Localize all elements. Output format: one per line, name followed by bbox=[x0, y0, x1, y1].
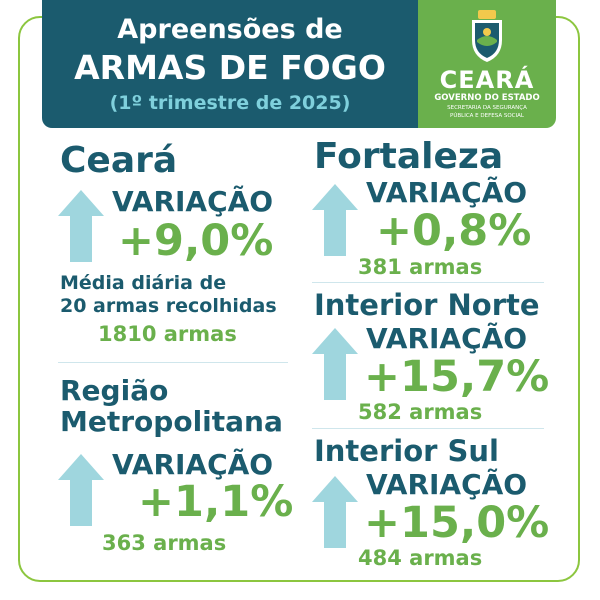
ceara-variation-label: VARIAÇÃO bbox=[112, 185, 274, 218]
fortaleza-variation-value: +0,8% bbox=[376, 206, 532, 256]
sul-arrow-up-icon bbox=[312, 476, 358, 548]
norte-variation-label: VARIAÇÃO bbox=[366, 322, 528, 355]
header-title: ARMAS DE FOGO bbox=[74, 48, 386, 87]
sul-total: 484 armas bbox=[358, 546, 483, 570]
ceara-government-logo: CEARÁ GOVERNO DO ESTADO SECRETARIA DA SE… bbox=[418, 0, 556, 128]
ceara-daily-note-1: Média diária de bbox=[60, 272, 227, 294]
fortaleza-variation-label: VARIAÇÃO bbox=[366, 176, 528, 209]
header-banner: Apreensões de ARMAS DE FOGO (1º trimestr… bbox=[42, 0, 418, 128]
ceara-arrow-up-icon bbox=[58, 190, 104, 262]
metro-title-1: Região bbox=[60, 374, 169, 407]
norte-arrow-up-icon bbox=[312, 328, 358, 400]
ceara-title: Ceará bbox=[60, 140, 178, 181]
metro-variation-value: +1,1% bbox=[138, 477, 294, 527]
logo-secretaria-line2: PÚBLICA E DEFESA SOCIAL bbox=[450, 113, 524, 119]
logo-name: CEARÁ bbox=[439, 66, 535, 94]
fortaleza-title: Fortaleza bbox=[314, 136, 504, 177]
right-divider-1 bbox=[312, 282, 544, 283]
ceara-daily-note-2: 20 armas recolhidas bbox=[60, 295, 277, 317]
ceara-variation-value: +9,0% bbox=[118, 216, 274, 266]
left-divider bbox=[58, 362, 288, 363]
logo-secretaria-line1: SECRETARIA DA SEGURANÇA bbox=[447, 105, 527, 111]
sul-variation-value: +15,0% bbox=[364, 498, 550, 548]
metro-arrow-up-icon bbox=[58, 454, 104, 526]
header-period: (1º trimestre de 2025) bbox=[109, 92, 351, 114]
fortaleza-arrow-up-icon bbox=[312, 184, 358, 256]
norte-variation-value: +15,7% bbox=[364, 352, 550, 402]
right-divider-2 bbox=[312, 428, 544, 429]
metro-variation-label: VARIAÇÃO bbox=[112, 448, 274, 481]
norte-total: 582 armas bbox=[358, 400, 483, 424]
norte-title: Interior Norte bbox=[314, 288, 540, 322]
metro-title-2: Metropolitana bbox=[60, 405, 283, 438]
fortaleza-total: 381 armas bbox=[358, 255, 483, 279]
sul-title: Interior Sul bbox=[314, 434, 500, 468]
metro-total: 363 armas bbox=[102, 531, 227, 555]
ceara-crest-icon bbox=[472, 10, 502, 62]
header-line-1: Apreensões de bbox=[117, 14, 343, 45]
ceara-total: 1810 armas bbox=[98, 322, 237, 346]
logo-government: GOVERNO DO ESTADO bbox=[434, 93, 540, 103]
sul-variation-label: VARIAÇÃO bbox=[366, 468, 528, 501]
